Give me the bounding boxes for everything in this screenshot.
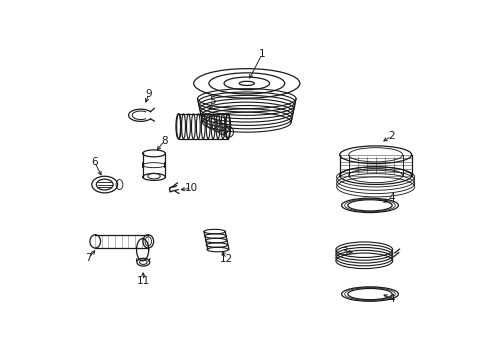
Text: 12: 12: [220, 254, 233, 264]
Text: 3: 3: [341, 247, 347, 257]
Text: 4: 4: [387, 294, 394, 304]
Text: 1: 1: [258, 49, 265, 59]
Text: 5: 5: [209, 96, 216, 107]
Text: 9: 9: [145, 89, 152, 99]
Text: 10: 10: [185, 183, 198, 193]
Text: 11: 11: [137, 276, 150, 286]
Text: 2: 2: [387, 131, 394, 141]
Text: 8: 8: [161, 136, 167, 146]
Text: 4: 4: [387, 193, 394, 203]
Text: 7: 7: [85, 253, 92, 263]
Text: 6: 6: [91, 157, 98, 167]
